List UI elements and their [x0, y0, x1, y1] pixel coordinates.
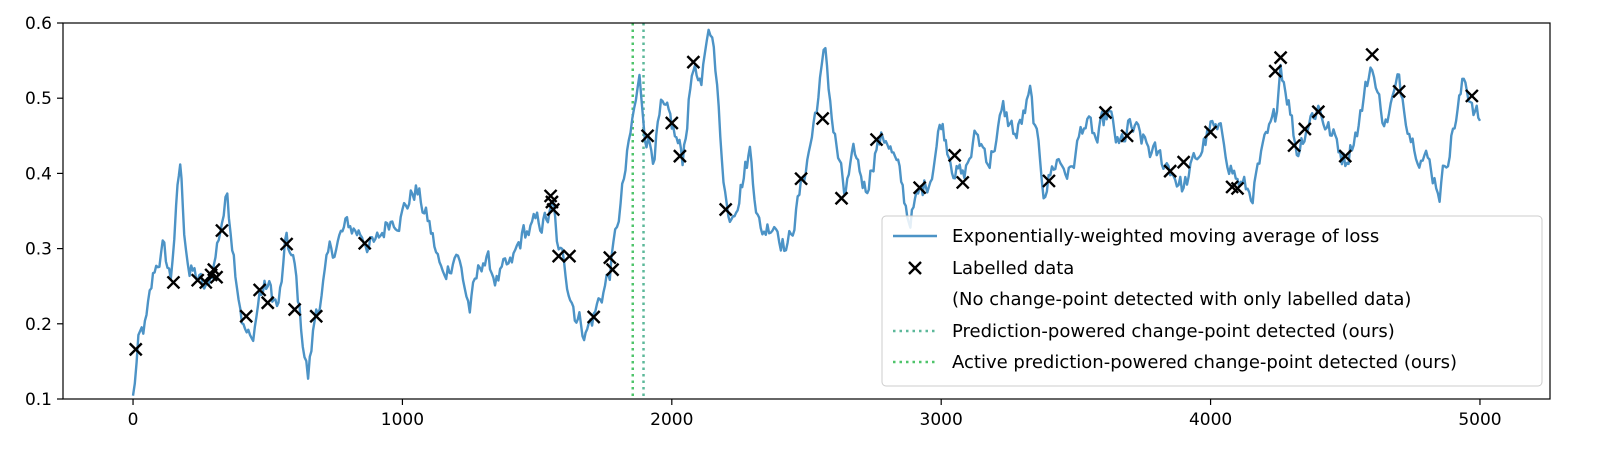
legend-label-active-prediction-powered: Active prediction-powered change-point d…	[952, 352, 1457, 373]
labelled-data-point	[357, 236, 372, 251]
y-axis: 0.1 0.2 0.3 0.4 0.5 0.6	[25, 14, 63, 410]
labelled-data-point	[664, 116, 679, 130]
x-tick-label: 2000	[650, 410, 693, 430]
labelled-data-point	[686, 55, 701, 69]
x-tick-label: 0	[128, 410, 139, 430]
labelled-data-point	[1120, 128, 1134, 143]
y-tick-label: 0.2	[25, 315, 52, 335]
labelled-data-point	[603, 250, 617, 265]
legend-label-no-change-point: (No change-point detected with only labe…	[952, 289, 1411, 310]
x-tick-label: 1000	[381, 410, 424, 430]
labelled-data-point	[1365, 47, 1380, 62]
labelled-data-point	[1465, 89, 1479, 103]
labelled-data-point	[287, 302, 302, 317]
labelled-data-point	[207, 262, 221, 277]
labelled-data-point	[1230, 181, 1245, 196]
labelled-data-point	[546, 202, 561, 217]
labelled-data-point	[1273, 50, 1288, 65]
ewma-series	[131, 28, 1482, 396]
labelled-data-point	[673, 149, 687, 163]
labelled-data-point	[586, 310, 601, 324]
legend: Exponentially-weighted moving average of…	[881, 215, 1543, 387]
labelled-data-point	[815, 111, 830, 126]
labelled-data-point	[869, 132, 884, 147]
y-tick-label: 0.4	[25, 164, 52, 184]
labelled-data-point	[260, 295, 275, 310]
x-axis: 0 1000 2000 3000 4000 5000	[128, 399, 1502, 430]
labelled-data-point	[279, 237, 294, 251]
labelled-data-point	[1268, 64, 1283, 78]
labelled-data-point	[955, 175, 970, 190]
y-tick-label: 0.6	[25, 14, 52, 34]
labelled-data-point	[190, 273, 205, 288]
labelled-data-point	[640, 128, 655, 143]
labelled-data-point	[1098, 105, 1113, 120]
legend-box	[881, 215, 1543, 387]
labelled-data-point	[1311, 104, 1326, 119]
labelled-data-point	[128, 342, 143, 357]
labelled-data-point	[198, 275, 213, 290]
labelled-data-point	[239, 309, 254, 324]
legend-label-labelled: Labelled data	[952, 258, 1074, 279]
plot-frame	[62, 22, 1551, 400]
labelled-data-point	[562, 249, 577, 263]
labelled-data-point	[1338, 149, 1353, 163]
labelled-data-point	[605, 262, 620, 277]
legend-label-prediction-powered: Prediction-powered change-point detected…	[952, 321, 1395, 342]
x-tick-label: 4000	[1189, 410, 1232, 430]
labelled-data-markers	[128, 47, 1479, 357]
labelled-data-point	[718, 202, 733, 217]
labelled-data-point	[1392, 84, 1406, 99]
labelled-data-point	[834, 191, 849, 206]
y-tick-label: 0.1	[25, 390, 52, 410]
legend-swatch-labelled	[908, 261, 922, 275]
labelled-data-point	[794, 171, 808, 186]
labelled-data-point	[1163, 164, 1178, 178]
labelled-data-point	[166, 275, 181, 290]
labelled-data-point	[252, 283, 267, 297]
labelled-data-point	[1298, 122, 1312, 136]
y-tick-label: 0.5	[25, 89, 52, 109]
change-point-lines	[631, 23, 645, 399]
ewma-line	[131, 28, 1482, 396]
legend-label-ewma: Exponentially-weighted moving average of…	[952, 226, 1379, 247]
labelled-data-point	[1176, 155, 1191, 169]
y-tick-label: 0.3	[25, 240, 52, 260]
labelled-data-point	[912, 180, 927, 195]
x-tick-label: 5000	[1458, 410, 1501, 430]
labelled-data-point	[1042, 174, 1056, 188]
labelled-data-point	[1287, 138, 1301, 153]
labelled-data-point	[551, 249, 566, 263]
labelled-data-point	[947, 148, 962, 163]
labelled-data-point	[215, 223, 229, 238]
labelled-data-point	[209, 270, 224, 285]
labelled-data-point	[1203, 125, 1218, 139]
x-tick-label: 3000	[920, 410, 963, 430]
labelled-data-point	[309, 309, 324, 324]
